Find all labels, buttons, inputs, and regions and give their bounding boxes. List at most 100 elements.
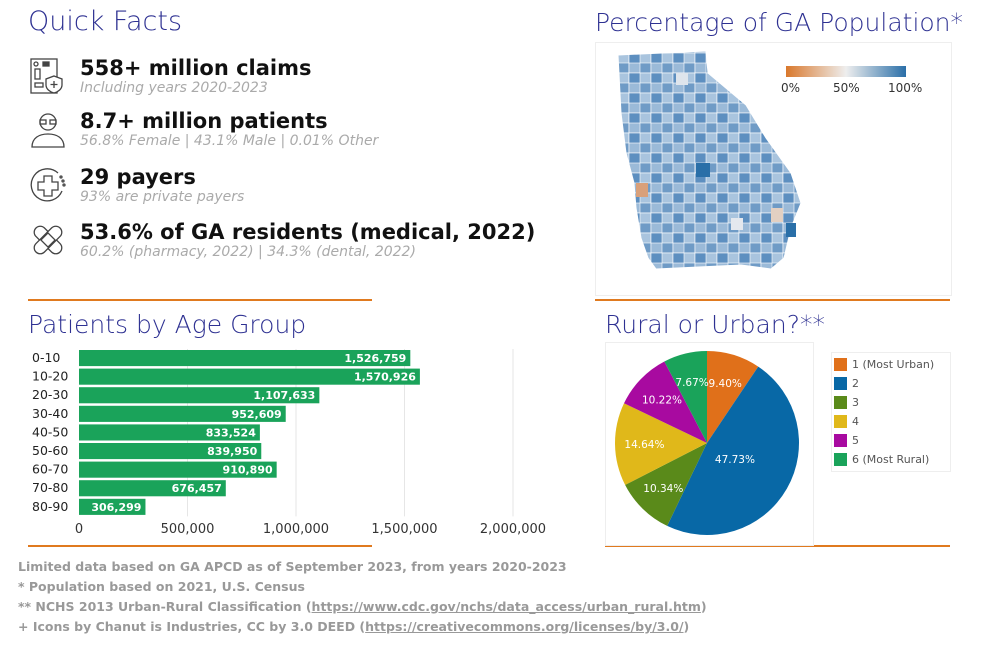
footnote-text: + Icons by Chanut is Industries, CC by 3… xyxy=(18,619,366,634)
fact-sub: 60.2% (pharmacy, 2022) | 34.3% (dental, … xyxy=(80,244,416,260)
category-label: 60-70 xyxy=(32,462,68,477)
elderly-patient-icon xyxy=(31,113,65,148)
bar xyxy=(79,480,226,497)
fact-residents: 53.6% of GA residents (medical, 2022) 60.… xyxy=(28,220,535,260)
category-label: 20-30 xyxy=(32,387,68,402)
category-label: 10-20 xyxy=(32,369,68,384)
fact-sub: 93% are private payers xyxy=(80,189,245,205)
bar-value-label: 1,570,926 xyxy=(354,371,416,384)
category-label: 40-50 xyxy=(32,424,68,439)
paren: ) xyxy=(683,619,690,634)
pie-slice xyxy=(615,403,707,485)
divider xyxy=(28,545,372,547)
bar xyxy=(79,461,277,478)
bar-value-label: 1,526,759 xyxy=(344,352,406,365)
map-title: Percentage of GA Population* xyxy=(595,8,964,37)
fact-payers: 29 payers 93% are private payers xyxy=(28,165,244,205)
bar-value-label: 306,299 xyxy=(91,501,141,514)
category-label: 0-10 xyxy=(32,350,60,365)
bar-value-label: 839,950 xyxy=(207,445,257,458)
fact-main: 558+ million claims xyxy=(80,56,312,80)
bandage-icon xyxy=(33,225,63,255)
slice-label: 47.73% xyxy=(715,454,755,466)
quick-facts-title: Quick Facts xyxy=(28,6,183,37)
georgia-county-map xyxy=(617,50,802,270)
legend-label: 6 (Most Rural) xyxy=(852,453,930,466)
pie-slice xyxy=(624,361,707,443)
legend-swatch xyxy=(834,377,847,390)
legend-label: 2 xyxy=(852,377,859,390)
legend-item: 2 xyxy=(834,374,950,393)
category-label: 70-80 xyxy=(32,480,68,495)
category-label: 30-40 xyxy=(32,406,68,421)
legend-label: 1 (Most Urban) xyxy=(852,358,935,371)
divider xyxy=(605,545,950,547)
bar xyxy=(79,405,286,422)
category-label: 80-90 xyxy=(32,499,68,514)
legend-item: 5 xyxy=(834,431,950,450)
bar-value-label: 910,890 xyxy=(223,464,273,477)
bar xyxy=(79,424,260,441)
legend-swatch xyxy=(834,396,847,409)
pie-slice xyxy=(707,351,759,443)
cc-license-link[interactable]: https://creativecommons.org/licenses/by/… xyxy=(365,619,684,634)
bar-value-label: 676,457 xyxy=(172,482,222,495)
claim-document-icon xyxy=(30,58,63,94)
fact-main: 8.7+ million patients xyxy=(80,109,328,133)
bar-value-label: 952,609 xyxy=(232,408,282,421)
legend-item: 3 xyxy=(834,393,950,412)
slice-label: 14.64% xyxy=(624,439,664,451)
bar xyxy=(79,443,262,460)
pie-slice xyxy=(667,366,800,536)
bar-value-label: 833,524 xyxy=(206,426,256,439)
slice-label: 7.67% xyxy=(675,377,708,389)
x-tick-label: 1,500,000 xyxy=(371,522,437,537)
divider xyxy=(595,299,950,301)
nchs-link[interactable]: https://www.cdc.gov/nchs/data_access/urb… xyxy=(311,599,701,614)
legend-label-50: 50% xyxy=(833,81,860,95)
pie-slice xyxy=(625,443,707,526)
legend-swatch xyxy=(834,434,847,447)
slice-label: 9.40% xyxy=(709,378,742,390)
legend-label: 4 xyxy=(852,415,859,428)
divider xyxy=(28,299,372,301)
bar-value-label: 1,107,633 xyxy=(253,389,315,402)
fact-main: 29 payers xyxy=(80,165,196,189)
fact-sub: 56.8% Female | 43.1% Male | 0.01% Other xyxy=(80,133,379,149)
footnote-icons: + Icons by Chanut is Industries, CC by 3… xyxy=(18,617,689,637)
footnote-data-source: Limited data based on GA APCD as of Sept… xyxy=(18,559,567,574)
ga-population-map: 0% 50% 100% xyxy=(595,42,952,296)
age-group-bar-chart: 0 500,000 1,000,000 1,500,000 2,000,000 0-10 1… xyxy=(32,349,546,537)
fact-patients: 8.7+ million patients 56.8% Female | 43.1… xyxy=(28,109,378,149)
legend-label: 3 xyxy=(852,396,859,409)
medical-cross-cycle-icon xyxy=(30,168,66,202)
legend-swatch xyxy=(834,415,847,428)
fact-main: 53.6% of GA residents (medical, 2022) xyxy=(80,220,536,244)
legend-label: 5 xyxy=(852,434,859,447)
fact-sub: Including years 2020-2023 xyxy=(80,80,268,96)
bar xyxy=(79,368,420,385)
slice-label: 10.22% xyxy=(642,395,682,407)
legend-label-0: 0% xyxy=(781,81,801,95)
footnote-nchs: ** NCHS 2013 Urban-Rural Classification … xyxy=(18,597,707,617)
paren: ) xyxy=(700,599,707,614)
footnote-census: * Population based on 2021, U.S. Census xyxy=(18,579,305,594)
footnote-text: ** NCHS 2013 Urban-Rural Classification … xyxy=(18,599,312,614)
legend-item: 6 (Most Rural) xyxy=(834,450,950,469)
pie-legend: 1 (Most Urban) 2 3 4 5 6 (Most Rural) xyxy=(831,352,951,472)
bar xyxy=(79,387,320,404)
rural-urban-pie-chart: 9.40% 47.73% 10.34% 14.64% 10.22% 7.67% xyxy=(615,351,800,536)
legend-item: 4 xyxy=(834,412,950,431)
x-tick-label: 1,000,000 xyxy=(263,522,329,537)
pie-chart-title: Rural or Urban?** xyxy=(605,310,825,339)
bar-chart-title: Patients by Age Group xyxy=(28,310,307,339)
bar xyxy=(79,498,146,515)
legend-swatch xyxy=(834,358,847,371)
bar xyxy=(79,350,411,367)
legend-item: 1 (Most Urban) xyxy=(834,355,950,374)
x-tick-label: 500,000 xyxy=(161,522,215,537)
pie-slice xyxy=(664,351,707,443)
map-color-legend xyxy=(786,66,906,77)
pie-chart-frame xyxy=(605,342,814,546)
category-label: 50-60 xyxy=(32,443,68,458)
